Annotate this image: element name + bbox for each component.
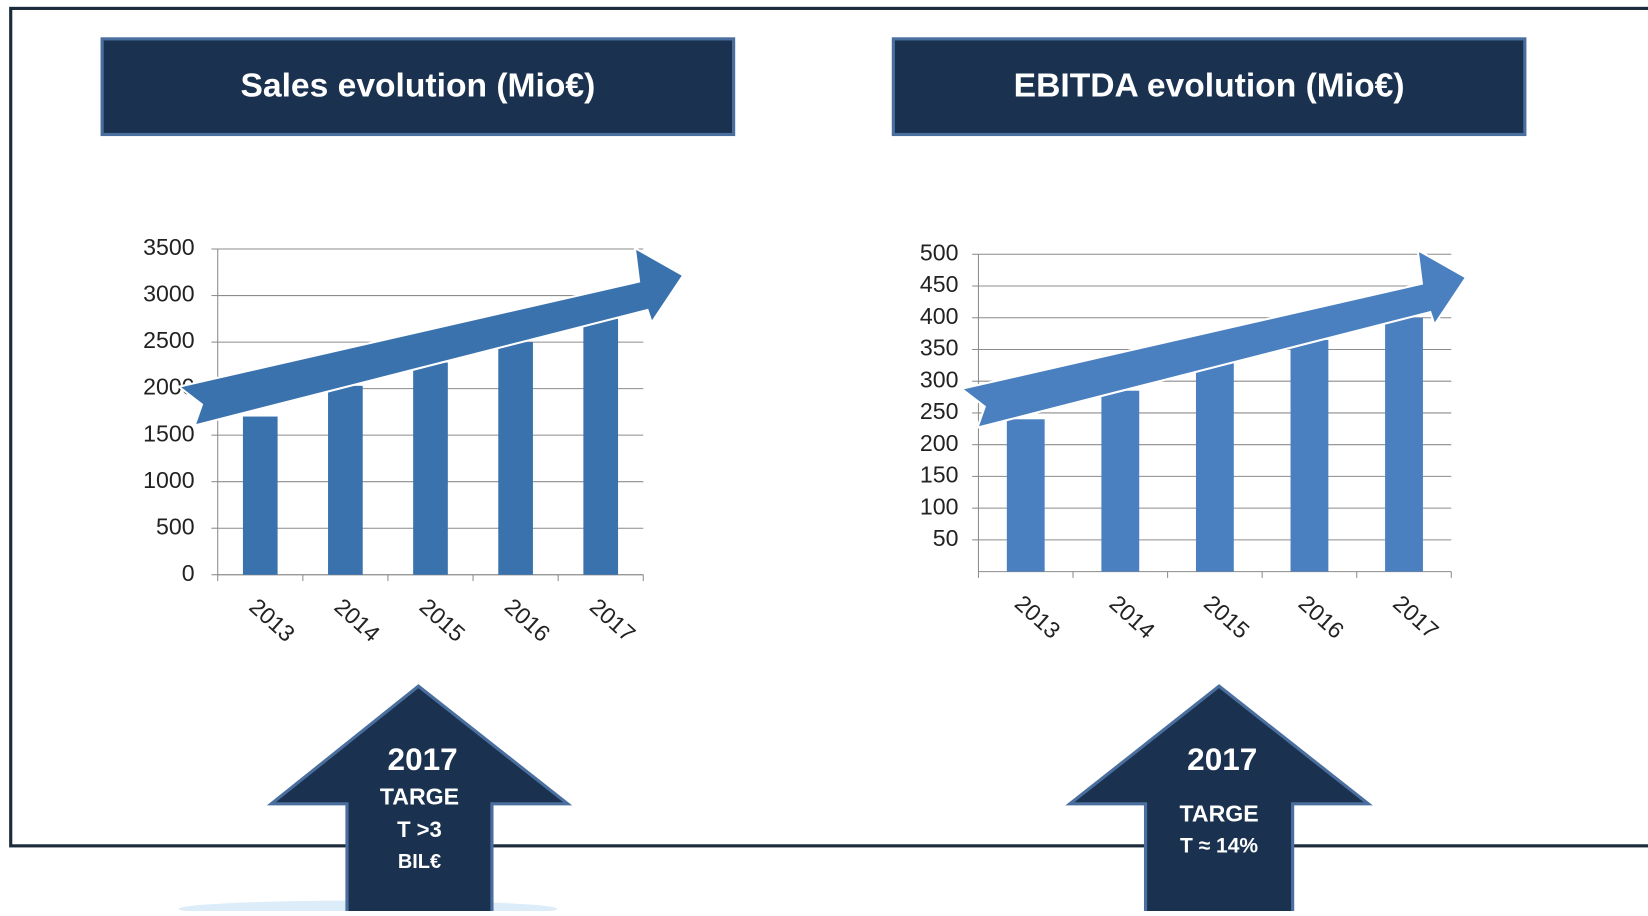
y-tick-label: 500 [920,239,959,265]
bar [328,385,363,575]
title-box [100,37,736,137]
y-tick-label: 450 [920,271,959,297]
y-tick-label: 400 [920,303,959,329]
target-text: T ≈ 14% [1180,834,1258,857]
y-tick-label: 3000 [143,281,194,307]
target-text: TARGE [1179,800,1258,826]
y-tick-label: 3500 [143,234,194,260]
bar [413,362,448,575]
y-tick-label: 50 [933,525,959,551]
target-year: 2017 [388,741,458,777]
frame [9,6,1648,848]
y-tick-label: 2500 [143,327,194,353]
chart-title: EBITDA evolution (Mio€) [1014,68,1405,105]
target-year: 2017 [1187,741,1257,777]
y-tick-label: 500 [156,513,195,539]
y-tick-label: 300 [920,366,959,392]
bar [1385,317,1423,572]
y-tick-label: 250 [920,398,959,424]
bar [1101,390,1140,572]
trend-arrow [176,246,685,428]
y-tick-label: 0 [182,560,195,586]
target-text: BIL€ [398,851,441,873]
target-text: T >3 [397,817,442,842]
y-tick-label: 200 [920,430,959,456]
trend-arrow [959,248,1468,430]
bar [583,318,619,575]
y-tick-label: 350 [920,335,959,361]
y-tick-label: 1500 [143,420,194,446]
bar [498,342,533,575]
charts: Sales evolution (Mio€)050010001500200025… [100,37,1527,916]
target-text: TARGE [380,784,459,810]
bar [1006,419,1045,572]
bar [1290,339,1329,572]
y-tick-label: 150 [920,462,959,488]
y-tick-label: 1000 [143,467,194,493]
bar [242,416,278,575]
chart-title: Sales evolution (Mio€) [240,68,595,105]
y-tick-label: 100 [920,493,959,519]
bar [1195,362,1234,572]
title-box [891,37,1527,137]
